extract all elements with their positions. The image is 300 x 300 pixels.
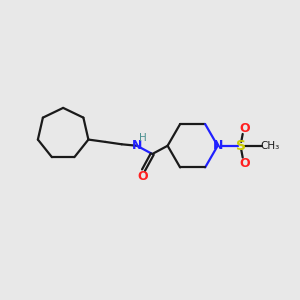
Text: O: O [239, 122, 250, 135]
Text: S: S [236, 139, 246, 153]
Text: H: H [139, 133, 147, 143]
Text: N: N [132, 139, 142, 152]
Text: N: N [213, 139, 223, 152]
Text: CH₃: CH₃ [260, 141, 279, 151]
Text: O: O [138, 170, 148, 183]
Text: O: O [239, 157, 250, 170]
